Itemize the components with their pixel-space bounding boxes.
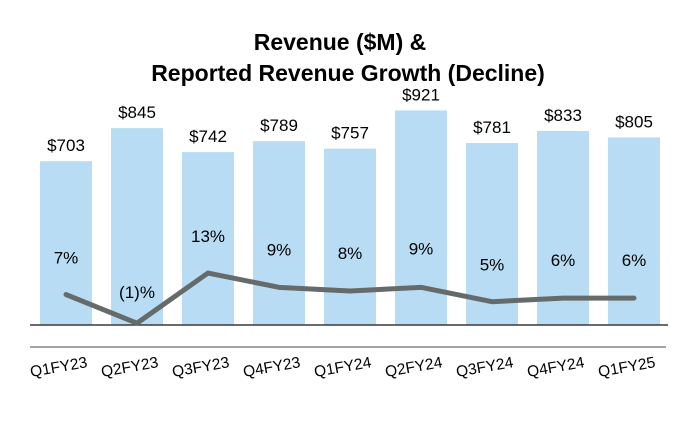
bar-q1fy23 (40, 161, 92, 325)
bar-value-label: $781 (473, 118, 511, 137)
bar-q1fy25 (608, 137, 660, 325)
growth-label: 9% (409, 239, 434, 258)
bar-q4fy23 (253, 141, 305, 325)
growth-label: 13% (191, 227, 225, 246)
bar-q1fy24 (324, 148, 376, 325)
x-tick-label: Q1FY23 (29, 354, 89, 381)
growth-label: 6% (622, 251, 647, 270)
growth-label: 8% (338, 244, 363, 263)
x-tick-label: Q3FY24 (455, 354, 515, 381)
bar-value-label: $921 (402, 85, 440, 104)
bar-value-label: $845 (118, 103, 156, 122)
growth-label: 5% (480, 256, 505, 275)
chart-subtitle: Reported Revenue Growth (Decline) (151, 60, 545, 86)
x-tick-label: Q2FY24 (384, 354, 444, 381)
bar-value-label: $789 (260, 116, 298, 135)
bar-q3fy24 (466, 143, 518, 325)
bar-q2fy23 (111, 128, 163, 325)
x-ticks-layer: Q1FY23 Q2FY23 Q3FY23 Q4FY23 Q1FY24 Q2FY24 Q3FY… (29, 354, 657, 381)
growth-label: (1)% (119, 283, 155, 302)
bar-value-label: $703 (47, 136, 85, 155)
labels-layer: $703 $845 $742 $789 $757 $921 $781 $833 $805 7% (1… (47, 85, 653, 302)
bars-layer (40, 110, 660, 325)
bar-q3fy23 (182, 152, 234, 325)
growth-line-layer (63, 270, 637, 326)
x-tick-label: Q4FY23 (242, 354, 302, 381)
x-tick-label: Q3FY23 (171, 354, 231, 381)
bar-value-label: $757 (331, 124, 369, 143)
bar-value-label: $742 (189, 127, 227, 146)
x-tick-label: Q2FY23 (100, 354, 160, 381)
growth-label: 9% (267, 240, 292, 259)
x-tick-label: Q1FY24 (313, 354, 373, 381)
growth-label: 7% (54, 249, 79, 268)
bar-value-label: $833 (544, 106, 582, 125)
chart-title: Revenue ($M) & (254, 29, 427, 55)
bar-value-label: $805 (615, 112, 653, 131)
growth-label: 6% (551, 251, 576, 270)
x-tick-label: Q1FY25 (597, 354, 657, 381)
x-tick-label: Q4FY24 (526, 354, 586, 381)
bar-q4fy24 (537, 130, 589, 325)
